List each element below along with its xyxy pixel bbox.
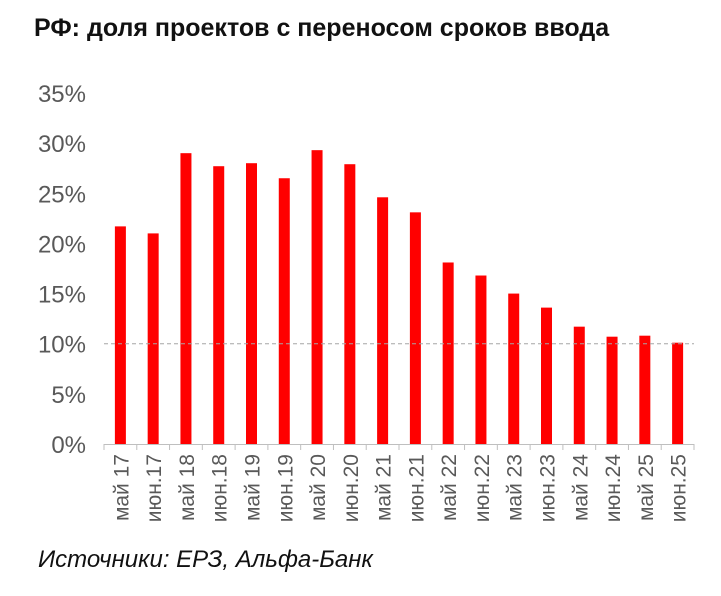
y-tick-label: 35% [38, 81, 86, 108]
source-note: Источники: ЕРЗ, Альфа-Банк [38, 546, 373, 573]
x-tick-label: май 24 [569, 454, 592, 521]
x-tick-label: май 17 [110, 454, 133, 521]
x-tick-label: июн.20 [340, 454, 363, 522]
bar [278, 178, 290, 444]
y-tick-label: 15% [38, 282, 86, 309]
x-tick-label: июн.22 [471, 454, 494, 522]
y-tick-label: 10% [38, 332, 86, 359]
x-tick-label: май 25 [635, 454, 658, 521]
x-tick-label: июн.23 [537, 454, 560, 522]
bar [147, 233, 159, 444]
bar [213, 166, 225, 445]
bar [442, 262, 454, 444]
y-tick-label: 25% [38, 181, 86, 208]
bar [311, 150, 323, 445]
x-tick-label: май 18 [176, 454, 199, 521]
bar [114, 226, 126, 444]
bar [639, 335, 651, 444]
y-tick-label: 30% [38, 131, 86, 158]
y-tick-label: 20% [38, 231, 86, 258]
bar [573, 326, 585, 444]
bar [246, 163, 257, 444]
x-tick-label: май 21 [373, 454, 396, 521]
bar [180, 153, 192, 444]
x-tick-label: июн.19 [274, 454, 297, 522]
x-tick-label: июн.17 [143, 454, 166, 522]
x-tick-label: май 20 [307, 454, 330, 521]
bar [672, 342, 684, 444]
y-tick-label: 0% [51, 432, 86, 459]
bar [508, 293, 520, 444]
x-tick-label: июн.25 [668, 454, 691, 522]
y-tick-label: 5% [51, 382, 86, 409]
x-tick-label: май 22 [438, 454, 461, 521]
bar [344, 164, 356, 444]
bar [606, 336, 618, 444]
x-tick-label: май 23 [504, 454, 527, 521]
x-tick-label: июн.18 [209, 454, 232, 522]
bar [377, 197, 389, 444]
x-tick-label: июн.24 [602, 454, 625, 523]
bar [409, 212, 421, 444]
bar [541, 307, 552, 444]
bar [475, 275, 487, 444]
chart-title: РФ: доля проектов с переносом сроков вво… [34, 14, 610, 42]
x-tick-label: май 19 [242, 454, 265, 521]
x-tick-label: июн.21 [405, 454, 428, 522]
